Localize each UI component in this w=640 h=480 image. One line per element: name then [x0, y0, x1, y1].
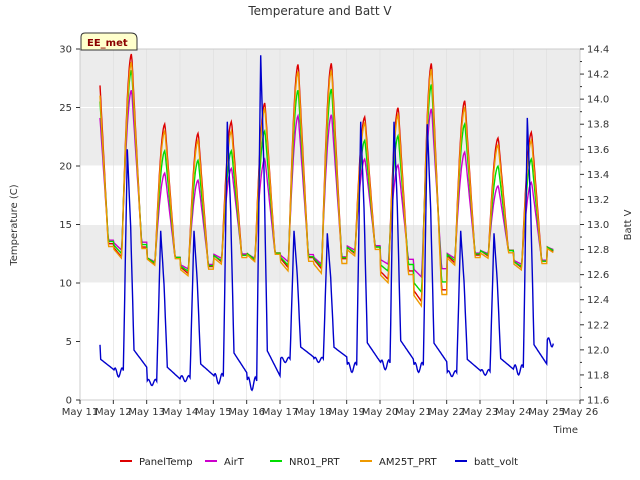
x-tick-label-19: May 19	[328, 407, 365, 418]
left-tick-label-20: 20	[59, 162, 72, 173]
shaded-band-1	[80, 107, 580, 166]
station-label: EE_met	[87, 38, 128, 49]
x-tick-label-15: May 15	[195, 407, 232, 418]
x-tick-label-20: May 20	[362, 407, 399, 418]
x-tick-label-12: May 12	[95, 407, 132, 418]
left-axis-ticks: 0 5 10 15 20 25 30	[59, 45, 80, 407]
right-tick-label-12.2: 12.2	[587, 320, 609, 331]
legend-label-NR01_PRT: NR01_PRT	[289, 457, 340, 468]
x-tick-label-26: May 26	[562, 407, 599, 418]
left-tick-label-15: 15	[59, 220, 72, 231]
x-tick-label-22: May 22	[428, 407, 465, 418]
legend: PanelTemp AirT NR01_PRT AM25T_PRT batt_volt	[120, 457, 518, 468]
x-tick-label-11: May 11	[62, 407, 99, 418]
right-axis-ticks: 11.6 11.8 12.0 12.2 12.4 12.6 12.8 13.0 13.2 13.4…	[580, 45, 609, 407]
right-tick-label-13: 13.0	[587, 220, 609, 231]
right-tick-label-14.4: 14.4	[587, 45, 609, 56]
right-tick-label-12: 12.0	[587, 345, 609, 356]
station-label-box: EE_met	[80, 32, 138, 51]
x-tick-label-13: May 13	[128, 407, 165, 418]
right-tick-label-14.2: 14.2	[587, 70, 609, 81]
x-tick-label-24: May 24	[495, 407, 532, 418]
right-tick-label-12.6: 12.6	[587, 270, 609, 281]
series-lines	[99, 53, 554, 392]
chart-title: Temperature and Batt V	[247, 4, 392, 18]
x-tick-label-21: May 21	[395, 407, 432, 418]
right-tick-label-13.8: 13.8	[587, 120, 609, 131]
right-tick-label-12.4: 12.4	[587, 295, 609, 306]
x-tick-label-16: May 16	[228, 407, 265, 418]
series-line-AM25T_PRT	[99, 61, 554, 309]
x-tick-label-17: May 17	[262, 407, 299, 418]
series-line-batt_volt	[99, 55, 554, 392]
right-tick-label-13.4: 13.4	[587, 170, 609, 181]
right-tick-label-13.6: 13.6	[587, 145, 609, 156]
left-axis-label: Temperature (C)	[9, 184, 20, 266]
x-tick-label-23: May 23	[462, 407, 499, 418]
x-tick-label-25: May 25	[528, 407, 565, 418]
x-tick-label-18: May 18	[295, 407, 332, 418]
right-tick-label-11.8: 11.8	[587, 370, 609, 381]
left-tick-label-5: 5	[66, 337, 72, 348]
left-tick-label-30: 30	[59, 45, 72, 56]
legend-label-AirT: AirT	[224, 457, 245, 468]
right-tick-label-13.2: 13.2	[587, 195, 609, 206]
legend-label-batt_volt: batt_volt	[474, 457, 518, 468]
legend-label-AM25T_PRT: AM25T_PRT	[379, 457, 438, 468]
left-tick-label-25: 25	[59, 103, 72, 114]
right-tick-label-11.6: 11.6	[587, 396, 609, 407]
left-tick-label-0: 0	[66, 396, 72, 407]
x-tick-label-14: May 14	[162, 407, 199, 418]
x-axis-label: Time	[553, 425, 578, 436]
right-tick-label-12.8: 12.8	[587, 245, 609, 256]
left-tick-label-10: 10	[59, 279, 72, 290]
legend-label-PanelTemp: PanelTemp	[139, 457, 193, 468]
right-axis-label: Batt V	[623, 209, 634, 240]
right-tick-label-14: 14.0	[587, 95, 609, 106]
